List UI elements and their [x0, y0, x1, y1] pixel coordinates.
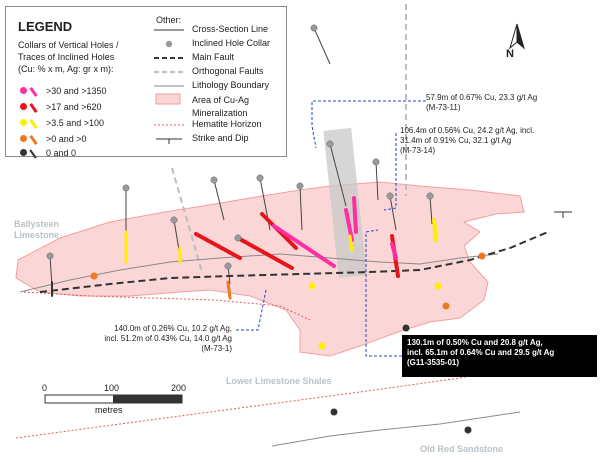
- label-lower-limestone-shales: Lower Limestone Shales: [226, 376, 332, 386]
- scale-tick-200: 200: [171, 383, 187, 393]
- legend-other-item: Hematite Horizon: [192, 119, 262, 129]
- leader-lines: [236, 100, 426, 357]
- lithology-boundary: [19, 253, 499, 293]
- legend-panel: LEGEND Collars of Vertical Holes / Trace…: [5, 6, 287, 159]
- orthogonal-fault: [171, 167, 203, 273]
- scale-tick-0: 0: [42, 383, 48, 393]
- scale-unit: metres: [95, 405, 123, 415]
- legend-other-item: Strike and Dip: [192, 133, 249, 143]
- legend-subtitle: Collars of Vertical Holes / Traces of In…: [18, 40, 119, 74]
- pink-dot-icon: [20, 87, 27, 94]
- legend-grade-label: 0 and 0: [46, 148, 77, 158]
- north-label: N: [506, 48, 514, 60]
- orange-dot-icon: [20, 135, 27, 142]
- scale-tick-100: 100: [104, 383, 120, 393]
- vertical-hole-collars: [90, 252, 486, 434]
- label-ballysteen-limestone: Ballysteen Limestone: [14, 219, 60, 240]
- legend-other-item: Lithology Boundary: [192, 80, 270, 90]
- label-old-red-sandstone: Old Red Sandstone: [420, 444, 504, 454]
- annotation-g11-3535-01: 130.1m of 0.50% Cu and 20.8 g/t Ag, incl…: [402, 335, 597, 377]
- legend-symbols: [154, 29, 184, 144]
- lithology-boundary: [271, 411, 521, 447]
- legend-other-item: Orthogonal Faults: [192, 66, 264, 76]
- legend-other-item: Cross-Section Line: [192, 24, 269, 34]
- legend-grade-label: >17 and >620: [46, 102, 102, 112]
- black-dot-icon: [20, 149, 27, 156]
- legend-other-title: Other:: [156, 15, 182, 25]
- legend-grade-label: >30 and >1350: [46, 86, 107, 96]
- annotation-g11-text: 130.1m of 0.50% Cu and 20.8 g/t Ag, incl…: [407, 338, 555, 367]
- legend-other-item: Main Fault: [192, 52, 235, 62]
- mineralization-area: [15, 181, 525, 357]
- legend-title: LEGEND: [18, 19, 73, 34]
- legend-grade-label: >3.5 and >100: [46, 118, 105, 128]
- legend-other-item: Area of Cu-Ag Mineralization: [192, 95, 250, 118]
- main-fault: [39, 231, 549, 293]
- annotation-m73-14: 106.4m of 0.56% Cu, 24.2 g/t Ag, incl. 3…: [400, 126, 535, 155]
- legend-other-item: Inclined Hole Collar: [192, 38, 271, 48]
- annotation-m73-1: 140.0m of 0.26% Cu, 10.2 g/t Ag, incl. 5…: [104, 324, 232, 353]
- red-dot-icon: [20, 103, 27, 110]
- annotation-m73-11: 57.9m of 0.67% Cu, 23.3 g/t Ag (M-73-11): [426, 93, 538, 112]
- scale-bar: [44, 394, 183, 404]
- strike-and-dip-symbol: [554, 211, 572, 218]
- north-arrow-icon: [509, 23, 525, 50]
- mineralized-intercepts: [51, 196, 438, 300]
- inclined-hole-collars: [46, 24, 434, 270]
- legend-grade-label: >0 and >0: [46, 134, 87, 144]
- hematite-horizon: [23, 291, 311, 321]
- yellow-dot-icon: [20, 119, 27, 126]
